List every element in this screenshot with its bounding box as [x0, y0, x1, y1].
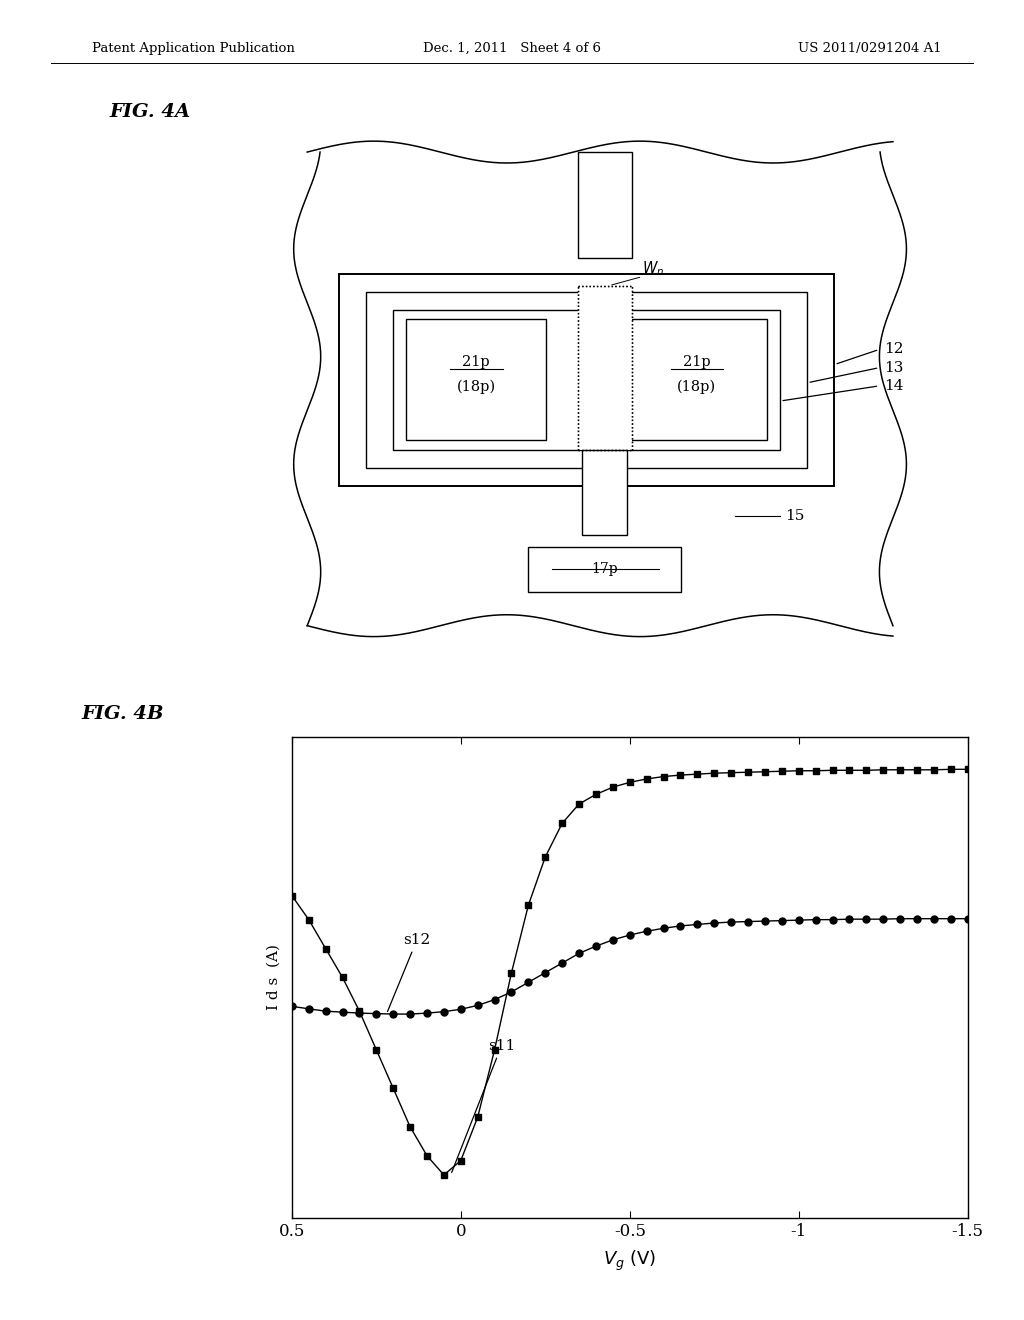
Bar [366, 292, 807, 467]
Text: FIG. 4B: FIG. 4B [82, 705, 165, 723]
Text: 17p: 17p [591, 562, 617, 577]
Text: 21p: 21p [683, 355, 711, 370]
Text: Dec. 1, 2011   Sheet 4 of 6: Dec. 1, 2011 Sheet 4 of 6 [423, 42, 601, 55]
Bar [627, 319, 767, 441]
Bar [528, 546, 681, 593]
Bar [578, 285, 632, 450]
Bar [578, 152, 632, 259]
Text: 15: 15 [784, 510, 804, 524]
Text: Patent Application Publication: Patent Application Publication [92, 42, 295, 55]
Text: 21p: 21p [463, 355, 489, 370]
Bar [407, 319, 546, 441]
Text: $W_n$: $W_n$ [642, 259, 665, 279]
Text: 14: 14 [884, 379, 903, 393]
Text: (18p): (18p) [457, 379, 496, 393]
Text: 12: 12 [884, 342, 903, 356]
Bar [339, 273, 835, 486]
X-axis label: $V_g\ \mathrm{(V)}$: $V_g\ \mathrm{(V)}$ [603, 1249, 656, 1272]
Text: s12: s12 [387, 933, 431, 1011]
Text: 13: 13 [884, 360, 903, 375]
Text: (18p): (18p) [677, 379, 717, 393]
Bar [393, 310, 780, 450]
Text: US 2011/0291204 A1: US 2011/0291204 A1 [799, 42, 942, 55]
Text: s11: s11 [452, 1039, 515, 1172]
Bar [582, 450, 627, 535]
Y-axis label: I d s  (A): I d s (A) [266, 945, 281, 1011]
Text: FIG. 4A: FIG. 4A [109, 103, 190, 121]
